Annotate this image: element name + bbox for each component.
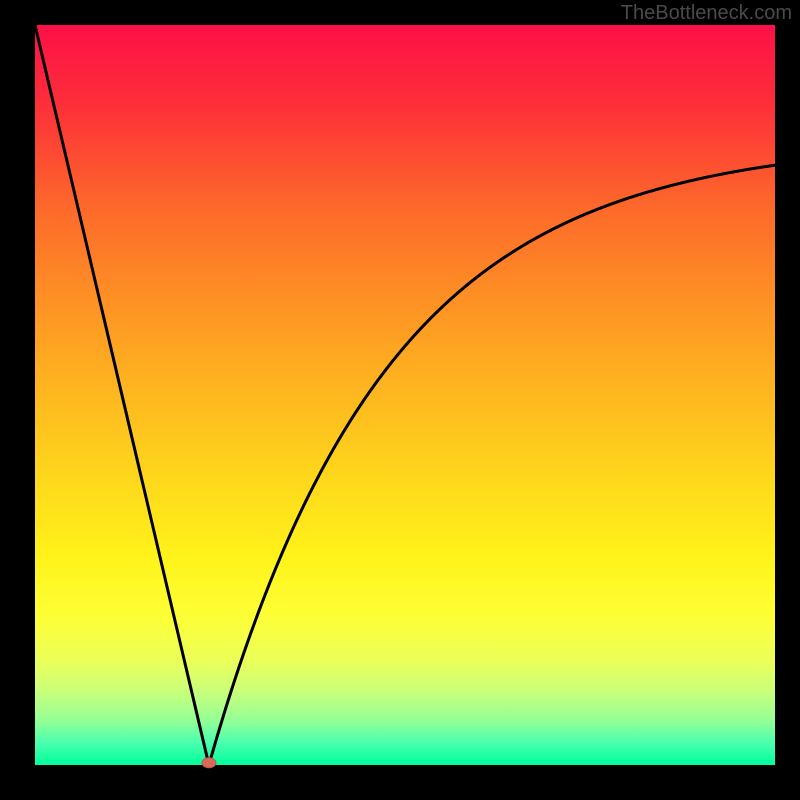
bottleneck-chart (0, 0, 800, 800)
watermark-text: TheBottleneck.com (621, 2, 792, 25)
optimum-marker (202, 758, 216, 768)
plot-background (35, 25, 775, 765)
chart-container: TheBottleneck.com (0, 0, 800, 800)
